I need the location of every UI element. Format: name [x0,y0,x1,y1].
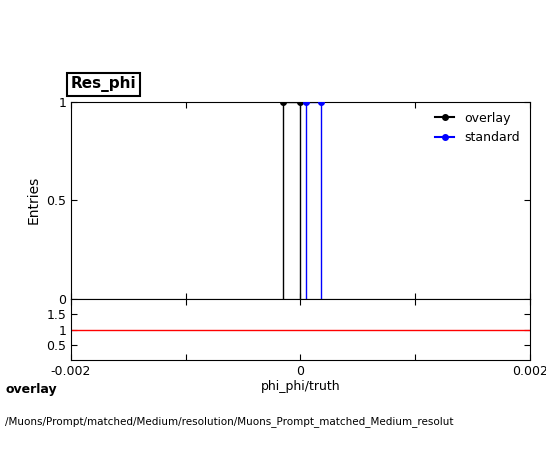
Text: Res_phi: Res_phi [71,76,136,92]
X-axis label: phi_phi/truth: phi_phi/truth [260,380,340,393]
Text: overlay: overlay [5,383,57,396]
Y-axis label: Entries: Entries [27,176,40,225]
Legend: overlay, standard: overlay, standard [431,108,524,148]
Text: /Muons/Prompt/matched/Medium/resolution/Muons_Prompt_matched_Medium_resolut: /Muons/Prompt/matched/Medium/resolution/… [5,416,454,427]
